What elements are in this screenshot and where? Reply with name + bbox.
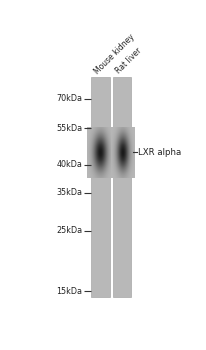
Text: 55kDa: 55kDa	[56, 124, 82, 133]
Text: Rat liver: Rat liver	[114, 47, 143, 76]
Text: 35kDa: 35kDa	[56, 188, 82, 197]
Text: 25kDa: 25kDa	[56, 226, 82, 235]
Text: 15kDa: 15kDa	[56, 287, 82, 296]
Text: LXR alpha: LXR alpha	[138, 148, 180, 157]
Text: Mouse kidney: Mouse kidney	[92, 32, 136, 76]
Text: 40kDa: 40kDa	[56, 160, 82, 169]
Bar	[91, 77, 109, 297]
Bar	[112, 77, 131, 297]
Text: 70kDa: 70kDa	[56, 94, 82, 103]
